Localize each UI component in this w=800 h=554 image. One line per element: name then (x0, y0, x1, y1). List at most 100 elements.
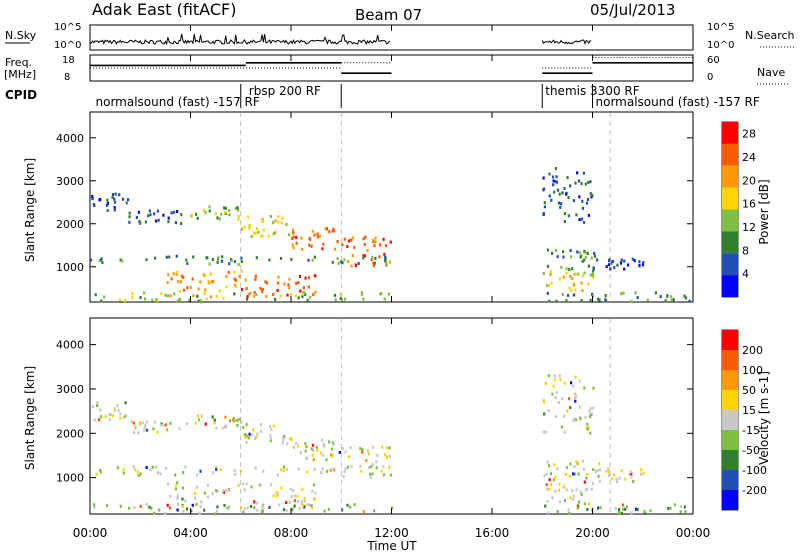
pixel-band-7 (166, 281, 169, 284)
pixel-band-8 (299, 289, 302, 293)
y-tick-label-0: 1000 (56, 472, 84, 485)
pixel-band-6 (339, 260, 343, 264)
pixel-band-13 (643, 510, 646, 513)
pixel-band-5 (344, 450, 347, 454)
pixel-band-7 (245, 482, 248, 486)
pixel-band-0 (110, 413, 113, 417)
pixel-band-9 (581, 459, 585, 463)
pixel-band-1 (139, 221, 142, 225)
pixel-band-7 (194, 496, 197, 500)
freq-tick-bottom: 8 (64, 72, 70, 83)
pixel-band-8 (252, 294, 255, 298)
pixel-band-11 (586, 427, 589, 431)
pixel-band-12 (575, 213, 578, 217)
pixel-band-3 (280, 221, 283, 225)
pixel-band-7 (313, 497, 317, 501)
pixel-band-2 (220, 212, 223, 216)
pixel-band-3 (269, 215, 272, 218)
pixel-band-2 (234, 207, 237, 210)
pixel-band-12 (583, 221, 586, 224)
pixel-band-10 (581, 259, 584, 263)
pixel-band-8 (213, 512, 216, 516)
velocity-frame (89, 317, 694, 515)
pixel-band-9 (592, 468, 595, 471)
pixel-band-1 (178, 427, 181, 431)
pixel-band-6 (211, 471, 214, 475)
pixel-band-5 (370, 465, 373, 469)
pixel-band-13 (618, 508, 621, 511)
pixel-band-3 (277, 215, 280, 218)
pixel-band-9 (383, 297, 386, 301)
pixel-band-1 (157, 218, 160, 222)
pixel-band-11 (574, 396, 577, 400)
pixel-band-6 (216, 260, 219, 264)
pixel-band-12 (576, 171, 579, 175)
pixel-band-1 (169, 421, 172, 425)
pixel-band-12 (632, 480, 635, 483)
noise-left-tick-top: 10^5 (54, 22, 81, 33)
pixel-band-12 (563, 220, 566, 223)
pixel-band-10 (583, 249, 586, 253)
pixel-band-10 (546, 248, 549, 252)
pixel-band-6 (101, 261, 104, 265)
pixel-band-8 (310, 504, 313, 508)
pixel-band-5 (361, 448, 364, 452)
pixel-band-4 (305, 445, 308, 449)
pixel-band-7 (314, 491, 317, 495)
time-axis-label: Time UT (366, 539, 417, 553)
noise-sky-label: N.Sky (5, 29, 37, 42)
pixel-band-0 (108, 412, 111, 416)
pixel-band-11 (554, 395, 557, 399)
pixel-band-8 (242, 510, 245, 514)
pixel-band-8 (198, 511, 201, 515)
noise-trace (89, 33, 592, 46)
pixel-band-9 (548, 464, 551, 468)
pixel-band-13 (544, 504, 547, 508)
pixel-band-7 (215, 489, 218, 493)
pixel-band-9 (333, 293, 337, 297)
pixel-band-12 (552, 183, 555, 187)
pixel-band-3 (282, 435, 285, 438)
pixel-band-3 (245, 434, 248, 438)
pixel-band-8 (243, 507, 246, 511)
pixel-band-6 (221, 255, 224, 259)
pixel-band-11 (542, 430, 545, 434)
pixel-band-7 (175, 483, 178, 487)
colorbar-swatch-4 (722, 209, 738, 232)
pixel-band-3 (269, 437, 273, 441)
pixel-band-9 (123, 299, 127, 302)
pixel-band-7 (203, 491, 206, 495)
pixel-band-2 (216, 216, 219, 220)
pixel-band-11 (581, 274, 584, 278)
pixel-band-8 (119, 504, 122, 508)
pixel-band-10 (578, 500, 581, 504)
pixel-band-8 (246, 295, 249, 299)
pixel-band-9 (131, 292, 134, 296)
pixel-band-6 (357, 262, 360, 265)
pixel-band-7 (296, 494, 299, 498)
pixel-band-11 (591, 273, 594, 277)
pixel-band-4 (316, 235, 319, 239)
pixel-band-14 (604, 294, 607, 297)
pixel-band-1 (180, 222, 183, 225)
pixel-band-10 (584, 255, 587, 259)
pixel-band-0 (122, 415, 125, 419)
pixel-band-2 (194, 421, 197, 425)
pixel-band-6 (321, 467, 324, 471)
pixel-band-2 (215, 426, 218, 430)
pixel-band-13 (614, 507, 617, 511)
colorbar-tick-6: 28 (742, 128, 756, 141)
power-scatter (90, 112, 691, 304)
freq-trace (90, 57, 693, 74)
pixel-band-4 (323, 444, 326, 448)
pixel-band-0 (111, 195, 114, 199)
pixel-band-5 (383, 453, 387, 457)
pixel-band-10 (576, 250, 579, 254)
pixel-band-7 (169, 494, 172, 498)
pixel-band-8 (253, 291, 256, 294)
pixel-band-5 (374, 240, 377, 244)
pixel-band-4 (330, 453, 333, 457)
pixel-band-10 (571, 489, 574, 493)
pixel-band-5 (343, 237, 346, 241)
pixel-band-8 (158, 508, 161, 512)
